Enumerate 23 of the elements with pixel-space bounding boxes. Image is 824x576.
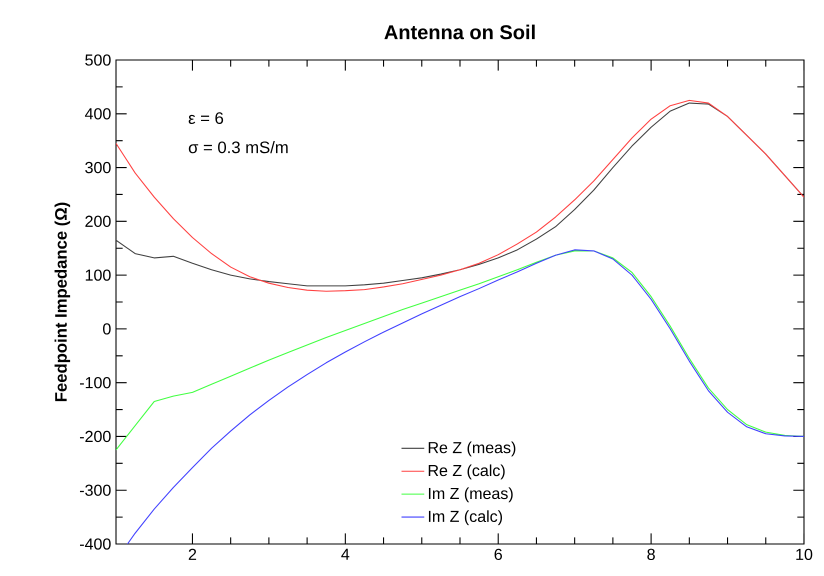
chart-title: Antenna on Soil bbox=[384, 24, 535, 40]
y-tick-label: 400 bbox=[84, 108, 111, 120]
y-axis-title: Feedpoint Impedance (Ω) bbox=[54, 202, 70, 402]
annotation: σ = 0.3 mS/m bbox=[188, 140, 288, 154]
legend-label: Im Z (meas) bbox=[428, 487, 513, 502]
x-tick-label: 4 bbox=[341, 548, 350, 560]
y-tick-label: 200 bbox=[85, 216, 111, 227]
y-tick-label: -400 bbox=[80, 538, 111, 550]
x-tick-label: 8 bbox=[647, 548, 655, 560]
x-tick-label: 10 bbox=[796, 548, 812, 560]
y-tick-label: -300 bbox=[80, 484, 111, 496]
legend-label: Re Z (calc) bbox=[428, 464, 505, 480]
y-tick-label: -100 bbox=[80, 377, 111, 388]
y-tick-label: 300 bbox=[85, 162, 111, 174]
y-tick-label: 100 bbox=[86, 269, 111, 281]
y-tick-label: 0 bbox=[103, 323, 111, 335]
y-tick-label: -200 bbox=[80, 430, 111, 442]
x-tick-label: 6 bbox=[494, 548, 502, 560]
legend-label: Im Z (calc) bbox=[428, 510, 502, 526]
legend-label: Re Z (meas) bbox=[428, 442, 516, 456]
x-tick-label: 2 bbox=[188, 548, 196, 560]
y-tick-label: 500 bbox=[85, 54, 111, 66]
annotation: ε = 6 bbox=[188, 112, 224, 124]
